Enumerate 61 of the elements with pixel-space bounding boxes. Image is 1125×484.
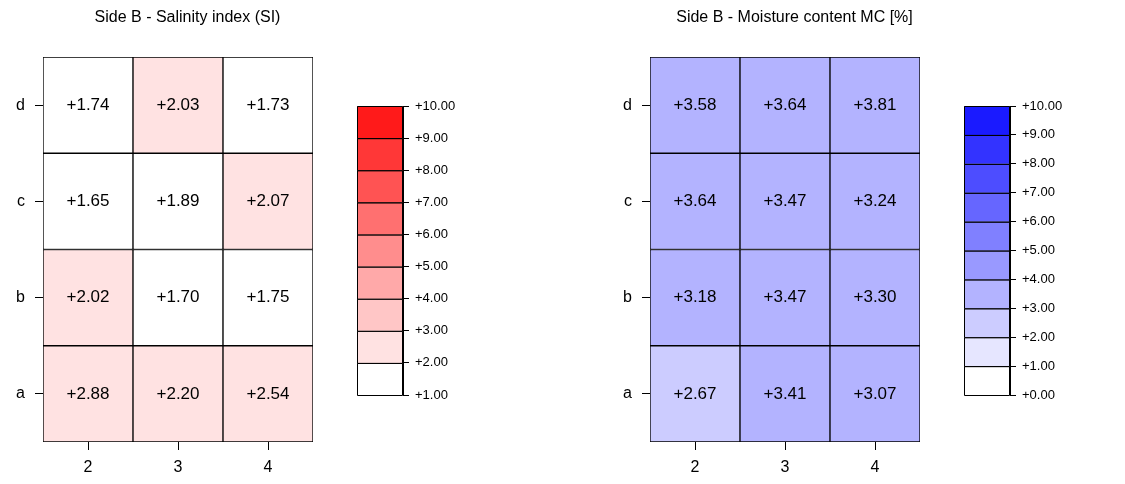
data-label: +3.30 bbox=[853, 287, 897, 307]
x-tick-label: 2 bbox=[83, 458, 93, 476]
color-bar-label: +2.00 bbox=[415, 354, 448, 370]
data-label: +3.64 bbox=[673, 191, 717, 211]
data-label: +1.73 bbox=[246, 94, 290, 114]
data-label: +3.47 bbox=[763, 287, 807, 307]
data-label: +2.88 bbox=[66, 383, 110, 403]
color-bar-label: +5.00 bbox=[1022, 242, 1055, 258]
color-bar-label: +3.00 bbox=[1022, 299, 1055, 315]
data-label: +3.81 bbox=[853, 94, 897, 114]
color-bar-label: +0.00 bbox=[1022, 386, 1055, 402]
x-tick-label: 2 bbox=[690, 458, 700, 476]
color-bar-label: +6.00 bbox=[1022, 213, 1055, 229]
color-bar-label: +10.00 bbox=[415, 97, 456, 113]
color-bar-label: +2.00 bbox=[1022, 328, 1055, 344]
y-tick-label: a bbox=[16, 384, 26, 402]
y-tick-label: d bbox=[623, 95, 632, 113]
data-label: +3.18 bbox=[673, 287, 717, 307]
data-label: +3.07 bbox=[853, 383, 897, 403]
color-bar-label: +1.00 bbox=[415, 386, 448, 402]
data-label: +2.03 bbox=[156, 94, 200, 114]
color-bar-label: +5.00 bbox=[415, 258, 448, 274]
data-label: +1.65 bbox=[66, 191, 110, 211]
color-bar-label: +7.00 bbox=[415, 193, 448, 209]
color-bar-label: +6.00 bbox=[415, 226, 448, 242]
color-bar-label: +10.00 bbox=[1022, 97, 1063, 113]
color-bar-label: +4.00 bbox=[415, 290, 448, 306]
data-label: +2.67 bbox=[673, 383, 717, 403]
color-bar-label: +3.00 bbox=[415, 322, 448, 338]
x-tick-label: 4 bbox=[870, 458, 880, 476]
y-tick-label: c bbox=[17, 191, 25, 209]
color-bar-label: +7.00 bbox=[1022, 184, 1055, 200]
y-tick-label: b bbox=[16, 288, 26, 306]
color-bar-label: +4.00 bbox=[1022, 270, 1055, 286]
x-tick-label: 3 bbox=[173, 458, 183, 476]
data-label: +3.64 bbox=[763, 94, 807, 114]
data-label: +2.02 bbox=[66, 287, 110, 307]
data-label: +3.58 bbox=[673, 94, 717, 114]
data-label: +2.54 bbox=[246, 383, 290, 403]
data-label: +1.74 bbox=[66, 94, 110, 114]
y-tick-label: b bbox=[623, 288, 633, 306]
color-bar-label: +9.00 bbox=[1022, 126, 1055, 142]
y-tick-label: c bbox=[624, 191, 632, 209]
color-bar-label: +8.00 bbox=[415, 161, 448, 177]
chart-title: Side B - Salinity index (SI) bbox=[94, 8, 281, 26]
data-label: +3.41 bbox=[763, 383, 807, 403]
y-tick-label: d bbox=[16, 95, 25, 113]
y-tick-label: a bbox=[623, 384, 633, 402]
x-tick-label: 4 bbox=[263, 458, 273, 476]
data-label: +1.70 bbox=[156, 287, 200, 307]
color-bar-label: +1.00 bbox=[1022, 357, 1055, 373]
data-label: +1.75 bbox=[246, 287, 290, 307]
color-bar-label: +9.00 bbox=[415, 129, 448, 145]
data-label: +3.47 bbox=[763, 191, 807, 211]
color-bar-label: +8.00 bbox=[1022, 155, 1055, 171]
data-label: +2.20 bbox=[156, 383, 200, 403]
x-tick-label: 3 bbox=[780, 458, 790, 476]
data-label: +2.07 bbox=[246, 191, 290, 211]
chart-title: Side B - Moisture content MC [%] bbox=[676, 8, 913, 26]
data-label: +1.89 bbox=[156, 191, 200, 211]
data-label: +3.24 bbox=[853, 191, 897, 211]
